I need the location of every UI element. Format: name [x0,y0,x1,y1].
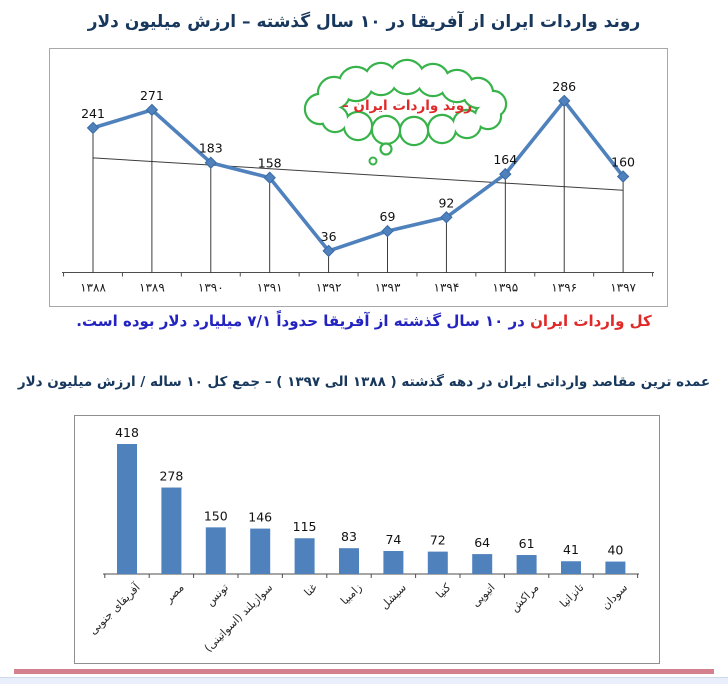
category-label: مصر [162,581,187,606]
value-label: 278 [159,469,183,484]
data-point-marker [616,170,630,183]
data-point-marker [440,211,453,224]
value-label: 40 [607,543,623,558]
bar [383,550,404,574]
value-label: 72 [430,533,446,548]
line-chart-title: روند واردات ایران از آفریقا در ۱۰ سال گذ… [87,12,641,32]
value-label: 160 [611,155,635,170]
category-label: تانزانیا [556,581,587,611]
year-label: ۱۳۹۶ [551,281,577,295]
footer-strip [0,677,728,684]
year-label: ۱۳۹۰ [198,281,224,295]
year-label: ۱۳۹۷ [610,281,636,295]
value-label: 150 [204,508,228,523]
value-label: 164 [493,152,517,167]
cloud-body [306,61,505,144]
value-label: 115 [293,519,317,534]
data-point-marker [86,121,100,135]
data-point-marker [145,103,159,117]
category-label: آفریقای جنوبی [85,581,143,638]
year-label: ۱۳۹۵ [492,281,518,295]
year-label: ۱۳۹۱ [257,281,283,295]
data-point-marker [499,167,512,181]
bar [294,538,315,574]
bar [516,555,537,574]
value-label: 61 [519,536,535,551]
bar-chart-canvas: 418 278 150 146 115 83 74 72 64 61 41 40 [103,425,639,578]
category-label: سودان [599,581,631,613]
footer-accent-bar [14,669,714,674]
data-point-marker [381,224,394,238]
data-point-marker [322,244,335,258]
year-label: ۱۳۹۲ [316,281,342,295]
line-chart-canvas: 241 271 183 158 36 69 92 164 286 160 ۱۳۸۸ ۱۳۸۹ ۱۳۹۰ ۱… [62,58,654,295]
bar-chart: 418 278 150 146 115 83 74 72 64 61 41 40 آفریقای جن… [74,415,660,664]
data-point-marker [557,94,571,108]
cloud-tail-bubble [368,156,378,166]
bar [472,554,493,574]
value-label: 41 [563,542,579,557]
summary-caption: کل واردات ایران در ۱۰ سال گذشته از آفریق… [0,312,728,330]
value-label: 286 [552,79,576,94]
imports-line [91,99,625,253]
bar [250,528,271,574]
bar [427,551,448,574]
value-label: 92 [438,195,454,210]
category-label: مراکش [508,581,542,615]
value-label: 146 [248,510,272,525]
category-label: تونس [203,581,232,609]
value-label: 158 [258,156,282,171]
category-label: کنیا [433,581,454,601]
caption-lead: کل واردات ایران [530,312,652,330]
bar [561,561,581,574]
category-label: غنا [301,581,320,599]
value-label: 271 [140,88,164,103]
value-label: 74 [385,532,401,547]
value-label: 64 [474,535,490,550]
caption-rest: در ۱۰ سال گذشته از آفریقا حدوداً ۷/۱ میل… [76,312,531,330]
year-label: ۱۳۹۴ [434,281,460,295]
line-chart: 241 271 183 158 36 69 92 164 286 160 ۱۳۸۸ ۱۳۸۹ ۱۳۹۰ ۱… [49,48,668,307]
bar-category-labels: آفریقای جنوبی مصر تونس سوازیلند (اسواتینی) غ… [75,416,659,663]
category-label: سیشل [377,581,409,612]
value-label: 69 [380,209,396,224]
cloud-annotation-label: روند واردات ایران – [341,98,473,114]
data-point-marker [204,156,218,169]
cloud-tail-bubble [379,142,393,156]
year-label: ۱۳۸۸ [80,281,106,295]
category-label: اتیوپی [468,581,498,610]
bar [605,561,626,574]
category-label: زامبیا [337,581,365,608]
trendline [92,157,624,191]
year-label: ۱۳۸۹ [139,281,165,295]
bar [161,487,182,574]
value-label: 36 [321,229,337,244]
data-point-marker [263,171,276,184]
bar-chart-title: عمده ترین مقاصد وارداتی ایران در دهه گذش… [17,374,711,390]
bar [205,527,226,574]
bar [117,444,137,574]
bar [339,548,359,574]
value-label: 183 [199,141,223,156]
value-label: 418 [115,425,139,440]
value-label: 83 [341,529,357,544]
year-label: ۱۳۹۳ [375,281,401,295]
value-label: 241 [81,106,105,121]
